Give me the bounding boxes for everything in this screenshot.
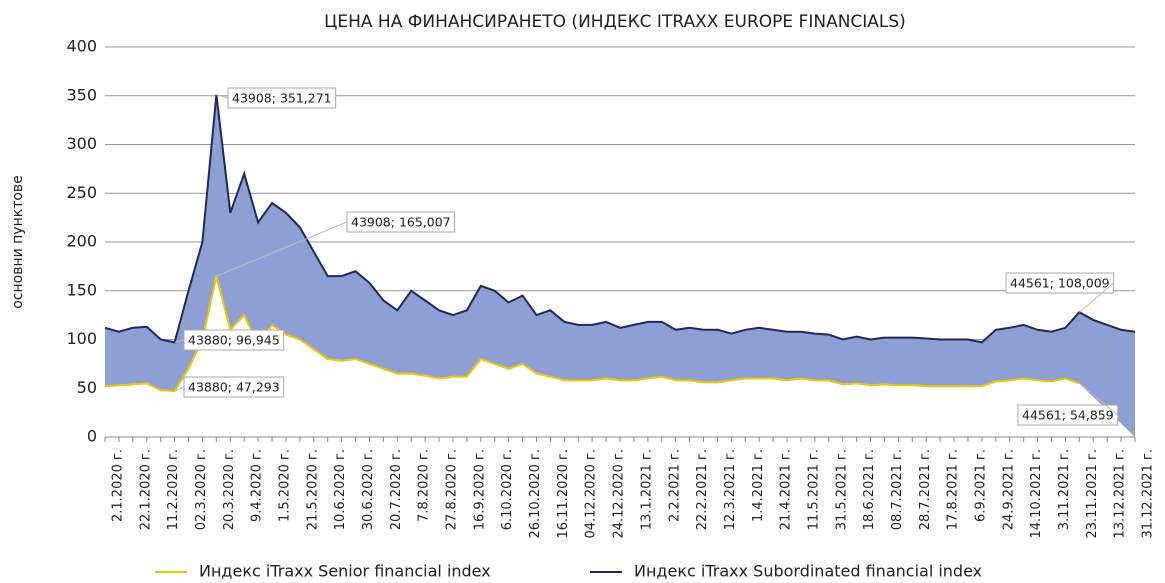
x-tick-label: 26.10.2020 г. — [528, 449, 543, 539]
annotation: 43880; 47,293 — [188, 380, 280, 395]
y-tick-label: 350 — [66, 85, 97, 104]
x-tick-label: 22.1.2020 г. — [138, 449, 153, 530]
y-tick-label: 100 — [66, 329, 97, 348]
x-tick-label: 11.5.2021 г. — [806, 449, 821, 530]
leader-line — [216, 221, 348, 277]
x-tick-label: 18.6.2021 г. — [862, 449, 877, 530]
area — [105, 94, 1135, 438]
x-tick-label: 21.4.2021 г. — [779, 449, 794, 530]
x-tick-label: 1.4.2021 г. — [751, 449, 766, 522]
y-tick-label: 300 — [66, 134, 97, 153]
y-tick-label: 0 — [87, 427, 97, 446]
chart-title: ЦЕНА НА ФИНАНСИРАНЕТО (ИНДЕКС ITRAXX EUR… — [324, 12, 906, 32]
x-tick-label: 17.8.2021 г. — [946, 449, 961, 530]
x-tick-label: 02.3.2020 г. — [194, 449, 209, 530]
annotation: 43908; 165,007 — [351, 215, 451, 230]
x-tick-label: 31.5.2021 г. — [834, 449, 849, 530]
x-tick-label: 04.12.2020 г. — [584, 449, 599, 539]
annotation: 44561; 108,009 — [1010, 276, 1110, 291]
y-axis-label: основни пунктове — [10, 175, 26, 309]
x-tick-label: 3.11.2021 г. — [1057, 449, 1072, 530]
x-tick-label: 20.3.2020 г. — [222, 449, 237, 530]
x-tick-label: 23.11.2021 г. — [1085, 449, 1100, 539]
x-tick-label: 2.2.2021 г. — [667, 449, 682, 522]
x-tick-label: 08.7.2021 г. — [890, 449, 905, 530]
annotation: 43880; 96,945 — [188, 333, 280, 348]
y-tick-label: 250 — [66, 183, 97, 202]
x-tick-label: 16.9.2020 г. — [472, 449, 487, 530]
leader-line — [216, 94, 229, 99]
x-tick-label: 13.1.2021 г. — [639, 449, 654, 530]
leader-line — [174, 339, 185, 343]
x-tick-label: 7.8.2020 г. — [417, 449, 432, 522]
leader-line — [174, 386, 185, 392]
x-tick-label: 10.6.2020 г. — [333, 449, 348, 530]
x-tick-label: 22.2.2021 г. — [695, 449, 710, 530]
x-tick-label: 13.12.2021 г. — [1113, 449, 1128, 539]
x-tick-label: 24.9.2021 г. — [1001, 449, 1016, 530]
x-tick-label: 14.10.2021 г. — [1029, 449, 1044, 539]
y-tick-label: 50 — [77, 378, 97, 397]
line — [104, 94, 1136, 344]
x-tick-label: 6.10.2020 г. — [500, 449, 515, 530]
y-tick-label: 150 — [66, 280, 97, 299]
x-tick-label: 30.6.2020 г. — [361, 449, 376, 530]
x-tick-label: 16.11.2020 г. — [556, 449, 571, 539]
annotation: 44561; 54,859 — [1022, 408, 1114, 423]
x-tick-label: 9.4.2020 г. — [250, 449, 265, 522]
x-tick-label: 24.12.2020 г. — [612, 449, 627, 539]
x-tick-label: 31.12.2021 г. — [1141, 449, 1156, 539]
x-tick-label: 6.9.2021 г. — [973, 449, 988, 522]
x-tick-label: 20.7.2020 г. — [389, 449, 404, 530]
x-tick-label: 21.5.2020 г. — [305, 449, 320, 530]
area — [105, 276, 1135, 437]
annotation: 43908; 351,271 — [232, 91, 332, 106]
x-tick-label: 12.3.2021 г. — [723, 449, 738, 530]
leader-line — [1079, 382, 1119, 416]
x-tick-label: 28.7.2021 г. — [918, 449, 933, 530]
legend-label: Индекс iTraxx Senior financial index — [199, 562, 491, 581]
y-tick-label: 200 — [66, 232, 97, 251]
legend-label: Индекс iTraxx Subordinated financial ind… — [634, 562, 982, 581]
x-tick-label: 2.1.2020 г. — [111, 449, 126, 522]
x-tick-label: 1.5.2020 г. — [278, 449, 293, 522]
leader-line — [1079, 282, 1114, 313]
x-tick-label: 27.8.2020 г. — [445, 449, 460, 530]
y-tick-label: 400 — [66, 37, 97, 56]
x-tick-label: 11.2.2020 г. — [166, 449, 181, 530]
